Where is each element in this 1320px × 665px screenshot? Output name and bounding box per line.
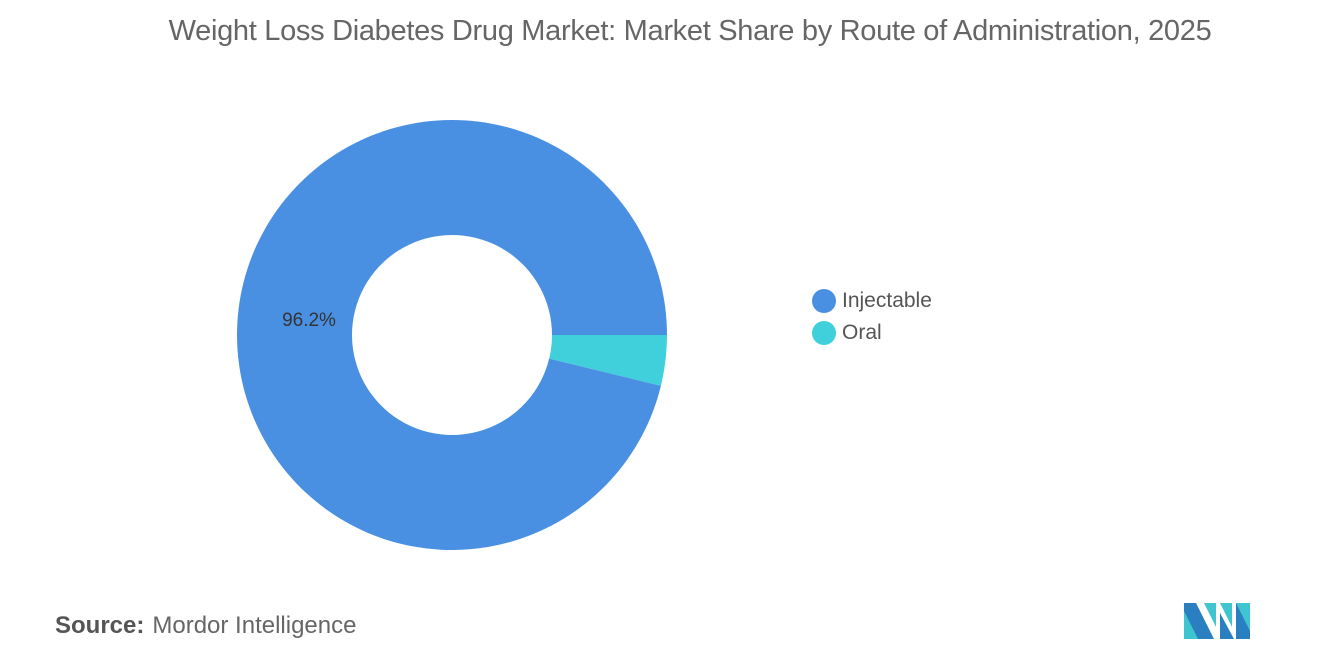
- mordor-logo: [1184, 603, 1250, 639]
- data-label: 96.2%: [282, 310, 336, 331]
- legend: Injectable Oral: [812, 285, 932, 349]
- legend-item-oral[interactable]: Oral: [812, 317, 932, 349]
- source-value: Mordor Intelligence: [152, 612, 357, 639]
- chart-title: Weight Loss Diabetes Drug Market: Market…: [168, 15, 1212, 47]
- slice-oral[interactable]: [549, 335, 667, 386]
- source-note: Source: Mordor Intelligence: [55, 612, 356, 640]
- legend-swatch: [812, 321, 836, 345]
- source-label: Source:: [55, 612, 145, 639]
- legend-label: Injectable: [842, 289, 932, 312]
- legend-label: Oral: [842, 321, 882, 344]
- legend-item-injectable[interactable]: Injectable: [812, 285, 932, 317]
- legend-swatch: [812, 289, 836, 313]
- slice-injectable[interactable]: [237, 119, 668, 550]
